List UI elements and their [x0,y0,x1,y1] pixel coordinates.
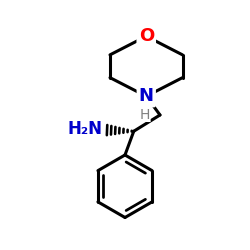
Text: N: N [139,87,154,105]
Text: O: O [138,27,154,45]
Text: H: H [140,108,150,122]
Text: H₂N: H₂N [68,120,102,138]
